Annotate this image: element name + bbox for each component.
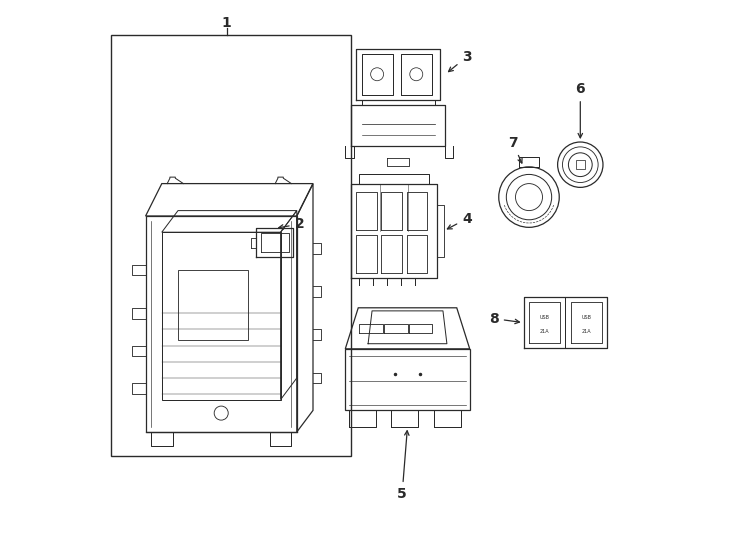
Text: 21A: 21A <box>539 329 549 334</box>
Text: USB: USB <box>539 315 550 320</box>
Bar <box>178 270 248 340</box>
Text: 3: 3 <box>448 50 472 72</box>
Text: 21A: 21A <box>581 329 591 334</box>
Bar <box>576 160 584 169</box>
Text: USB: USB <box>581 315 592 320</box>
Text: 7: 7 <box>508 136 522 163</box>
Text: 1: 1 <box>222 16 231 30</box>
Bar <box>111 35 351 456</box>
Text: 6: 6 <box>575 82 585 138</box>
Text: 4: 4 <box>448 212 472 229</box>
Text: 8: 8 <box>489 312 520 326</box>
Text: 2: 2 <box>279 217 305 231</box>
Text: 5: 5 <box>397 431 409 501</box>
